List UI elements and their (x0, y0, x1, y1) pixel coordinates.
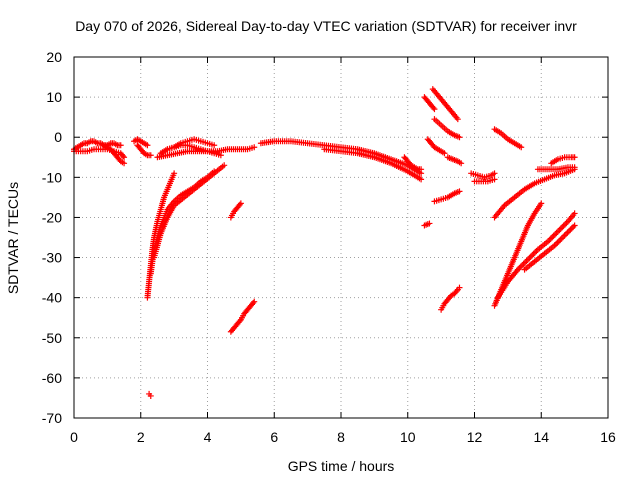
data-point (431, 106, 438, 113)
data-point (121, 160, 128, 167)
x-tick-label: 16 (600, 429, 616, 445)
x-tick-label: 12 (467, 429, 483, 445)
data-point (458, 160, 465, 167)
data-points (71, 86, 578, 399)
data-point (491, 176, 498, 183)
data-point-fill (522, 259, 529, 266)
y-tick-label: -30 (42, 250, 62, 266)
data-point-fill (568, 225, 575, 232)
data-point (571, 210, 578, 217)
data-point-fill (557, 236, 564, 243)
data-point (418, 176, 425, 183)
data-point-fill (532, 249, 539, 256)
x-tick-label: 14 (533, 429, 549, 445)
axis-ticks: 0 2 4 6 8 10 12 14 16 20 10 0 -10 -20 -30 -40 -50 -60 -70 (42, 49, 616, 445)
y-tick-label: 0 (54, 129, 62, 145)
plot-frame (73, 56, 609, 419)
data-point (456, 284, 463, 291)
chart-title: Day 070 of 2026, Sidereal Day-to-day VTE… (75, 18, 577, 34)
data-point (147, 152, 154, 159)
y-tick-label: -60 (42, 370, 62, 386)
data-point-fill (563, 219, 570, 226)
data-point-fill (554, 239, 561, 246)
data-point (147, 392, 154, 399)
data-point-fill (530, 250, 537, 257)
data-point (418, 166, 425, 173)
data-point-fill (560, 222, 567, 229)
data-point-fill (562, 221, 569, 228)
data-point (456, 134, 463, 141)
y-tick-label: 10 (46, 89, 62, 105)
data-point-fill (555, 238, 562, 245)
data-point (441, 150, 448, 157)
y-tick-label: -10 (42, 169, 62, 185)
data-point (456, 188, 463, 195)
data-point-fill (553, 229, 560, 236)
data-point-fill (533, 247, 540, 254)
data-point (554, 228, 561, 235)
y-tick-label: -20 (42, 209, 62, 225)
data-point (221, 162, 228, 169)
data-point (454, 116, 461, 123)
y-tick-label: -70 (42, 410, 62, 426)
data-point-fill (559, 224, 566, 231)
data-point-fill (556, 227, 563, 234)
data-point (117, 142, 124, 149)
data-point (491, 170, 498, 177)
data-point-fill (567, 226, 574, 233)
data-point (171, 170, 178, 177)
data-point-fill (119, 152, 126, 159)
data-point-fill (560, 233, 567, 240)
data-point-fill (430, 104, 437, 111)
data-point-fill (547, 235, 554, 242)
x-tick-label: 6 (270, 429, 278, 445)
data-point-fill (557, 225, 564, 232)
x-tick-label: 0 (70, 429, 78, 445)
data-point-fill (553, 241, 560, 248)
data-point-fill (523, 257, 530, 264)
data-point (571, 154, 578, 161)
data-point (251, 144, 258, 151)
data-point (571, 164, 578, 171)
data-point (144, 142, 151, 149)
data-point-fill (564, 229, 571, 236)
data-point-fill (552, 231, 559, 238)
data-point-fill (550, 232, 557, 239)
data-point-fill (527, 253, 534, 260)
y-tick-label: -40 (42, 290, 62, 306)
grid-lines (74, 57, 608, 418)
data-point-fill (570, 223, 577, 230)
data-point (121, 154, 128, 161)
data-point (237, 200, 244, 207)
data-point (217, 152, 224, 159)
data-point (426, 220, 433, 227)
x-tick-label: 8 (337, 429, 345, 445)
data-point-fill (546, 237, 553, 244)
y-tick-label: -50 (42, 330, 62, 346)
x-tick-label: 10 (400, 429, 416, 445)
y-tick-label: 20 (46, 49, 62, 65)
data-point-fill (453, 287, 460, 294)
y-axis-label: SDTVAR / TECUs (5, 182, 21, 294)
data-point (571, 222, 578, 229)
data-point-fill (563, 231, 570, 238)
data-point-fill (236, 201, 243, 208)
data-point (211, 142, 218, 149)
data-point (251, 298, 258, 305)
data-point-fill (526, 255, 533, 262)
data-point-fill (236, 318, 243, 325)
data-point-fill (558, 235, 565, 242)
x-tick-label: 2 (137, 429, 145, 445)
data-point-fill (565, 228, 572, 235)
data-point (518, 144, 525, 151)
data-point-fill (517, 263, 524, 270)
data-point (561, 232, 568, 239)
data-point-fill (250, 300, 257, 307)
data-point (538, 200, 545, 207)
x-axis-label: GPS time / hours (288, 458, 395, 474)
data-point-fill (549, 234, 556, 241)
x-tick-label: 4 (204, 429, 212, 445)
